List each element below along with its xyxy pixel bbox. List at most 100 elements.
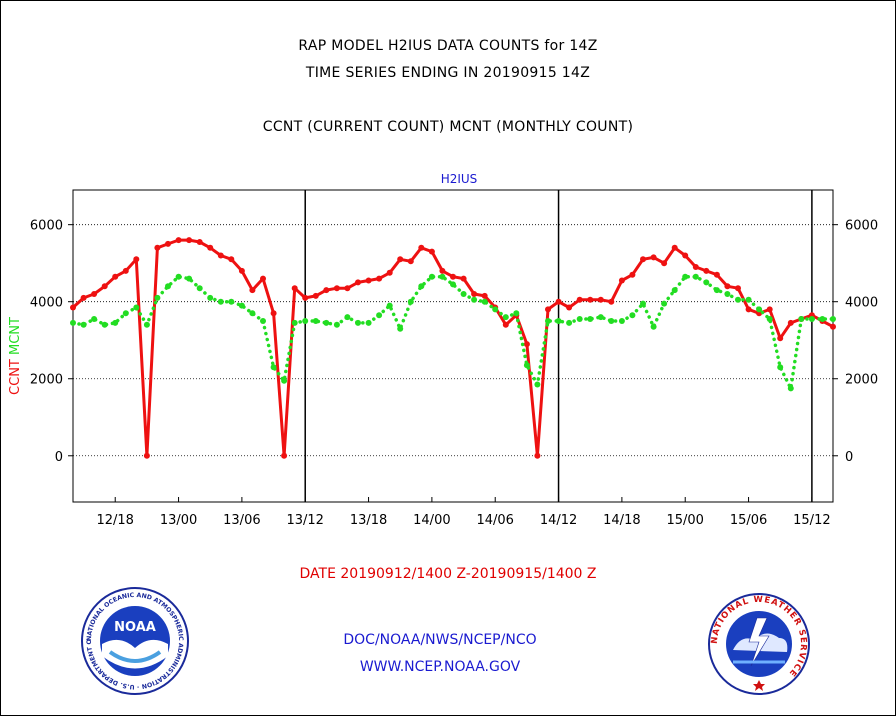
data-point-mcnt bbox=[260, 318, 266, 324]
data-point-mcnt bbox=[777, 364, 784, 371]
nws-logo-icon: NATIONAL WEATHER SERVICE bbox=[708, 593, 810, 695]
data-point-mcnt bbox=[640, 300, 646, 307]
data-point-ccnt bbox=[523, 341, 530, 348]
data-point-mcnt bbox=[323, 319, 330, 326]
data-point-ccnt bbox=[671, 244, 678, 251]
org-label: DOC/NOAA/NWS/NCEP/NCO bbox=[343, 632, 537, 648]
y-axis-label: CCNT MCNT bbox=[8, 317, 23, 395]
data-point-mcnt bbox=[650, 323, 657, 330]
data-point-ccnt bbox=[112, 273, 119, 280]
data-point-mcnt bbox=[724, 291, 731, 297]
data-point-ccnt bbox=[260, 275, 266, 282]
x-tick-label: 13/06 bbox=[223, 513, 260, 528]
data-point-ccnt bbox=[291, 285, 298, 292]
data-point-mcnt bbox=[207, 294, 214, 301]
data-point-ccnt bbox=[650, 254, 657, 261]
data-point-mcnt bbox=[344, 314, 351, 321]
data-point-ccnt bbox=[724, 283, 731, 290]
y-tick-label-right: 4000 bbox=[845, 296, 878, 311]
data-point-mcnt bbox=[196, 285, 203, 292]
data-point-ccnt bbox=[302, 294, 309, 301]
data-point-mcnt bbox=[830, 316, 836, 322]
data-point-ccnt bbox=[207, 244, 214, 251]
noaa-logo-text: NOAA bbox=[114, 620, 156, 635]
data-point-ccnt bbox=[323, 287, 330, 294]
y-tick-label-left: 4000 bbox=[30, 296, 63, 311]
data-point-mcnt bbox=[629, 312, 636, 319]
y-axis-label-mcnt: MCNT bbox=[8, 317, 23, 355]
y-tick-label-left: 2000 bbox=[30, 373, 63, 388]
x-tick-label: 15/06 bbox=[730, 513, 767, 528]
data-point-ccnt bbox=[566, 304, 573, 311]
data-point-mcnt bbox=[692, 273, 699, 280]
data-point-ccnt bbox=[587, 296, 594, 303]
website-link[interactable]: WWW.NCEP.NOAA.GOV bbox=[359, 659, 521, 675]
data-point-mcnt bbox=[545, 318, 551, 324]
data-point-ccnt bbox=[450, 273, 456, 280]
x-tick-label: 12/18 bbox=[96, 513, 133, 528]
data-point-mcnt bbox=[608, 318, 615, 324]
data-point-mcnt bbox=[333, 321, 340, 328]
data-point-ccnt bbox=[80, 294, 87, 301]
data-point-ccnt bbox=[122, 267, 129, 274]
data-point-ccnt bbox=[830, 323, 836, 330]
x-tick-label: 14/06 bbox=[476, 513, 513, 528]
data-point-mcnt bbox=[819, 316, 826, 322]
data-point-mcnt bbox=[566, 319, 573, 326]
data-point-mcnt bbox=[165, 283, 171, 290]
data-point-mcnt bbox=[735, 296, 741, 303]
data-point-ccnt bbox=[555, 298, 562, 305]
data-point-ccnt bbox=[397, 256, 404, 263]
data-point-ccnt bbox=[629, 271, 636, 278]
y-tick-label-right: 2000 bbox=[845, 373, 878, 388]
data-point-ccnt bbox=[196, 239, 203, 245]
data-point-mcnt bbox=[787, 385, 794, 392]
data-point-mcnt bbox=[513, 310, 520, 317]
data-point-mcnt bbox=[534, 381, 541, 388]
data-point-mcnt bbox=[186, 275, 193, 282]
series-line-mcnt bbox=[71, 274, 835, 391]
data-point-ccnt bbox=[165, 240, 171, 247]
data-point-ccnt bbox=[407, 258, 414, 265]
y-tick-label-left: 6000 bbox=[30, 219, 63, 234]
chart-title-line-2: TIME SERIES ENDING IN 20190915 14Z bbox=[305, 65, 591, 81]
data-point-mcnt bbox=[376, 312, 383, 319]
x-tick-label: 13/12 bbox=[286, 513, 323, 528]
data-point-mcnt bbox=[523, 362, 530, 369]
data-point-mcnt bbox=[70, 319, 76, 326]
data-point-mcnt bbox=[249, 310, 256, 317]
data-point-ccnt bbox=[175, 237, 182, 244]
data-point-ccnt bbox=[502, 321, 509, 328]
data-point-mcnt bbox=[713, 287, 720, 294]
data-point-ccnt bbox=[355, 279, 361, 286]
data-point-ccnt bbox=[249, 287, 256, 294]
data-point-ccnt bbox=[70, 304, 76, 311]
data-point-mcnt bbox=[80, 321, 87, 328]
data-point-ccnt bbox=[365, 277, 372, 284]
data-point-ccnt bbox=[386, 269, 393, 276]
x-tick-label: 13/18 bbox=[350, 513, 387, 528]
data-point-mcnt bbox=[439, 273, 446, 280]
data-point-mcnt bbox=[682, 273, 689, 280]
plot-frame bbox=[72, 189, 834, 503]
data-point-ccnt bbox=[238, 267, 245, 274]
data-point-mcnt bbox=[407, 298, 414, 305]
y-tick-label-right: 0 bbox=[845, 450, 853, 465]
data-point-ccnt bbox=[439, 267, 446, 274]
data-point-mcnt bbox=[808, 316, 815, 322]
data-point-mcnt bbox=[576, 316, 583, 322]
data-point-mcnt bbox=[386, 302, 393, 309]
data-point-ccnt bbox=[640, 256, 646, 263]
data-point-mcnt bbox=[460, 291, 467, 297]
data-point-ccnt bbox=[91, 291, 98, 297]
data-point-mcnt bbox=[312, 318, 319, 324]
data-point-ccnt bbox=[735, 285, 741, 292]
y-axis-label-ccnt: CCNT bbox=[8, 355, 23, 395]
data-point-ccnt bbox=[777, 335, 784, 342]
data-point-mcnt bbox=[397, 325, 404, 332]
data-point-mcnt bbox=[133, 304, 140, 311]
data-point-ccnt bbox=[270, 310, 277, 317]
data-point-ccnt bbox=[534, 452, 541, 459]
data-point-ccnt bbox=[186, 237, 193, 244]
data-point-mcnt bbox=[154, 294, 161, 301]
